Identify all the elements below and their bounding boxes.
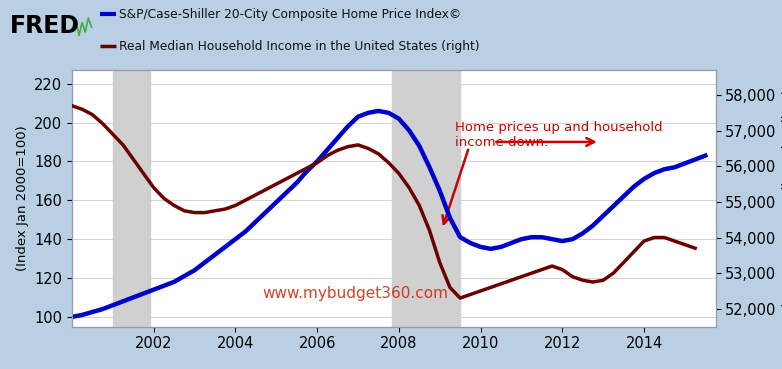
Text: Real Median Household Income in the United States (right): Real Median Household Income in the Unit… [119, 40, 479, 53]
Y-axis label: (Index Jan 2000=100): (Index Jan 2000=100) [16, 125, 28, 271]
Bar [113, 70, 150, 327]
Text: Home prices up and household
income down.: Home prices up and household income down… [455, 121, 662, 149]
Bar [392, 70, 460, 327]
Text: FRED: FRED [10, 14, 81, 38]
Text: S&P/Case-Shiller 20-City Composite Home Price Index©: S&P/Case-Shiller 20-City Composite Home … [119, 8, 461, 21]
Text: www.mybudget360.com: www.mybudget360.com [262, 286, 448, 301]
